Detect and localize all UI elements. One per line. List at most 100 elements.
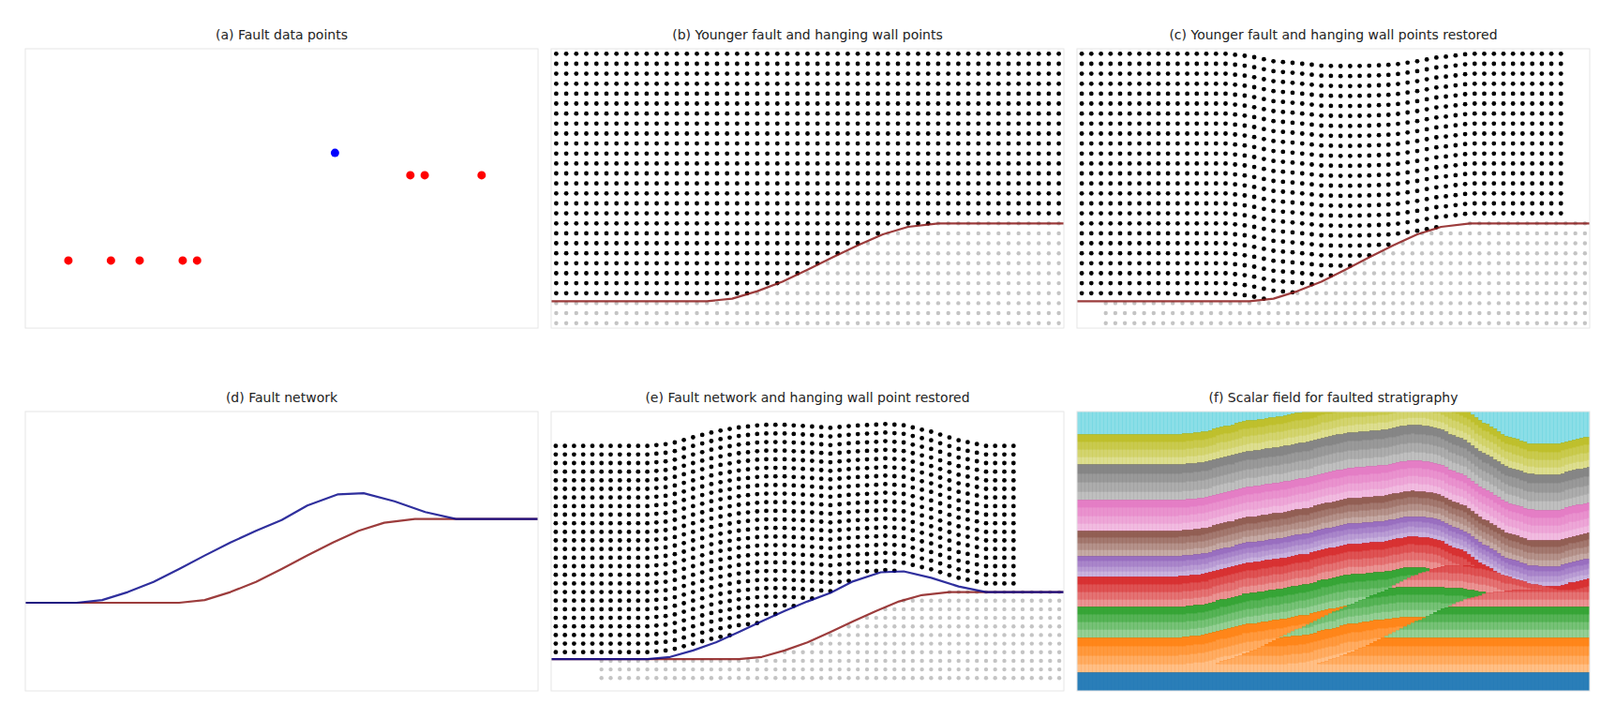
hanging-wall-point bbox=[715, 161, 720, 166]
hanging-wall-point bbox=[825, 131, 831, 136]
footwall-point bbox=[1227, 311, 1232, 315]
hanging-wall-point bbox=[745, 141, 750, 147]
hanging-wall-point bbox=[986, 71, 991, 76]
hanging-wall-point bbox=[644, 141, 650, 147]
footwall-point bbox=[1420, 300, 1424, 305]
footwall-point bbox=[1525, 261, 1529, 266]
hanging-wall-point bbox=[785, 111, 791, 117]
hanging-wall-point bbox=[996, 180, 1002, 186]
hanging-wall-point bbox=[1098, 180, 1104, 186]
footwall-point bbox=[785, 321, 790, 326]
footwall-point bbox=[1352, 311, 1357, 315]
hanging-wall-point bbox=[684, 201, 689, 207]
hanging-wall-point bbox=[634, 91, 640, 97]
hanging-wall-point bbox=[613, 161, 619, 166]
hanging-wall-point bbox=[694, 270, 700, 276]
footwall-point bbox=[604, 311, 609, 315]
footwall-point bbox=[946, 251, 951, 255]
hanging-wall-point bbox=[835, 101, 840, 106]
hanging-wall-point bbox=[1089, 171, 1094, 177]
footwall-point bbox=[875, 311, 880, 315]
footwall-point bbox=[836, 321, 840, 326]
hanging-wall-point bbox=[1016, 191, 1021, 196]
hanging-wall-point bbox=[613, 231, 619, 237]
hanging-wall-point bbox=[715, 270, 720, 276]
footwall-point bbox=[1420, 291, 1424, 296]
footwall-point bbox=[1506, 231, 1511, 236]
footwall-point bbox=[1467, 300, 1472, 305]
hanging-wall-point bbox=[583, 201, 589, 207]
hanging-wall-point bbox=[1056, 51, 1062, 57]
hanging-wall-point bbox=[1118, 141, 1123, 147]
data-point bbox=[106, 255, 116, 265]
footwall-point bbox=[966, 311, 971, 315]
footwall-point bbox=[1449, 240, 1453, 245]
footwall-point bbox=[1583, 321, 1587, 326]
footwall-point bbox=[1458, 251, 1463, 255]
hanging-wall-point bbox=[613, 51, 619, 57]
hanging-wall-point bbox=[715, 71, 720, 76]
footwall-point bbox=[946, 300, 951, 305]
footwall-point bbox=[1449, 270, 1453, 275]
hanging-wall-point bbox=[664, 231, 670, 237]
footwall-point bbox=[915, 261, 920, 266]
footwall-point bbox=[845, 291, 850, 296]
hanging-wall-point bbox=[794, 201, 800, 207]
hanging-wall-point bbox=[1046, 71, 1052, 76]
hanging-wall-point bbox=[624, 61, 629, 67]
hanging-wall-point bbox=[966, 161, 972, 166]
hanging-wall-point bbox=[975, 51, 981, 57]
hanging-wall-point bbox=[1089, 61, 1094, 67]
hanging-wall-point bbox=[604, 141, 610, 147]
hanging-wall-point bbox=[1136, 161, 1142, 166]
hanging-wall-point bbox=[1107, 290, 1113, 296]
hanging-wall-point bbox=[1156, 240, 1162, 246]
footwall-point bbox=[1006, 251, 1011, 255]
hanging-wall-point bbox=[1127, 120, 1133, 126]
footwall-point bbox=[956, 311, 960, 315]
footwall-point bbox=[553, 311, 558, 315]
hanging-wall-point bbox=[1079, 120, 1085, 126]
footwall-point bbox=[785, 300, 790, 305]
hanging-wall-point bbox=[785, 120, 791, 126]
hanging-wall-point bbox=[715, 210, 720, 216]
hanging-wall-point bbox=[875, 150, 881, 156]
hanging-wall-point bbox=[644, 51, 650, 57]
hanging-wall-point bbox=[936, 71, 942, 76]
hanging-wall-point bbox=[704, 260, 710, 266]
hanging-wall-point bbox=[945, 81, 951, 87]
hanging-wall-point bbox=[1136, 251, 1142, 256]
hanging-wall-point bbox=[634, 111, 640, 117]
hanging-wall-point bbox=[866, 131, 871, 136]
hanging-wall-point bbox=[745, 191, 750, 196]
footwall-point bbox=[1496, 321, 1501, 326]
hanging-wall-point bbox=[1156, 231, 1162, 237]
hanging-wall-point bbox=[564, 81, 569, 87]
hanging-wall-point bbox=[966, 150, 972, 156]
footwall-point bbox=[694, 311, 699, 315]
hanging-wall-point bbox=[715, 231, 720, 237]
hanging-wall-point bbox=[724, 141, 730, 147]
hanging-wall-point bbox=[1046, 150, 1052, 156]
hanging-wall-point bbox=[724, 281, 730, 286]
footwall-point bbox=[845, 311, 850, 315]
footwall-point bbox=[1525, 321, 1529, 326]
hanging-wall-point bbox=[855, 150, 861, 156]
footwall-point bbox=[1438, 270, 1443, 275]
hanging-wall-point bbox=[805, 191, 810, 196]
footwall-point bbox=[1429, 231, 1434, 236]
footwall-point bbox=[1046, 270, 1051, 275]
hanging-wall-point bbox=[1146, 260, 1152, 266]
hanging-wall-point bbox=[975, 150, 981, 156]
hanging-wall-point bbox=[624, 81, 629, 87]
hanging-wall-point bbox=[966, 201, 972, 207]
hanging-wall-point bbox=[724, 91, 730, 97]
hanging-wall-point bbox=[553, 210, 559, 216]
hanging-wall-point bbox=[644, 150, 650, 156]
hanging-wall-point bbox=[885, 131, 891, 136]
hanging-wall-point bbox=[1056, 161, 1062, 166]
hanging-wall-point bbox=[855, 131, 861, 136]
footwall-point bbox=[1525, 240, 1529, 245]
hanging-wall-point bbox=[734, 161, 740, 166]
hanging-wall-point bbox=[885, 101, 891, 106]
